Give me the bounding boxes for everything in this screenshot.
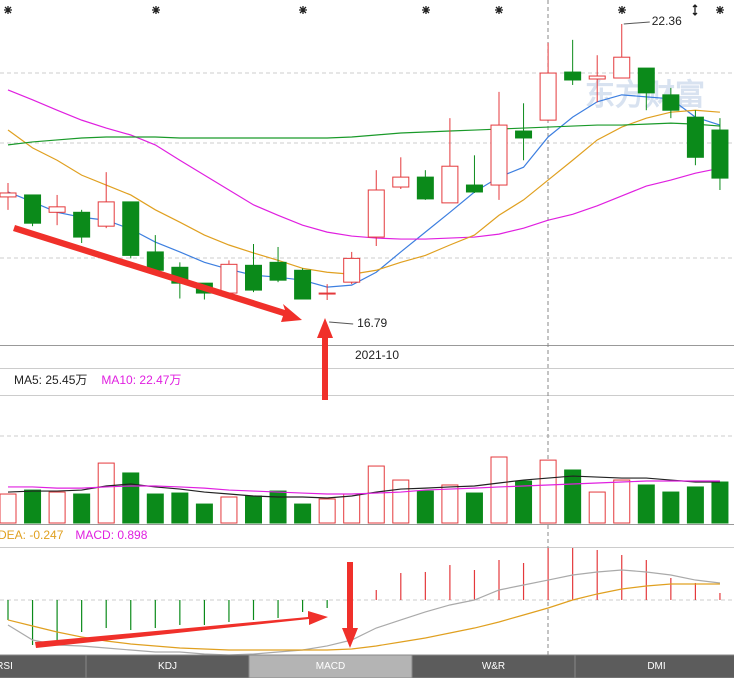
volume-bar — [613, 479, 631, 524]
tab-label[interactable]: W&R — [482, 661, 505, 672]
x-label-bg — [330, 346, 420, 368]
volume-bar — [564, 469, 582, 524]
tab-bar: RSI KDJ MACD W&R DMI — [0, 654, 734, 678]
volume-bar — [245, 495, 262, 524]
candle-body — [24, 194, 42, 224]
volume-bar — [122, 472, 140, 524]
arrow — [13, 225, 302, 322]
grid — [0, 0, 734, 655]
volume-bar — [48, 491, 66, 524]
candle-body — [686, 116, 704, 158]
candle-body — [269, 261, 287, 281]
arrow — [317, 318, 333, 400]
arrow — [342, 562, 358, 648]
volume-bar — [515, 480, 533, 524]
legend-entry: DEA: -0.247 — [0, 528, 64, 542]
volume-bar — [490, 456, 508, 524]
volume-bar — [465, 492, 483, 524]
event-markers — [4, 4, 724, 16]
candle-body — [343, 257, 361, 283]
tab-label[interactable]: RSI — [0, 661, 13, 672]
volume-bar — [416, 490, 434, 524]
candle-body — [490, 124, 508, 186]
candle-body — [318, 292, 336, 295]
volume-bar — [441, 484, 459, 524]
volume-bar — [0, 493, 17, 524]
volume-bar — [97, 462, 115, 524]
volume-bar — [73, 493, 91, 524]
x-label: 2021-10 — [355, 348, 399, 362]
ma-line — [7, 89, 721, 240]
volume-bar — [711, 481, 729, 524]
macd-line — [7, 569, 721, 656]
volume-bar — [539, 459, 557, 524]
tab[interactable] — [0, 654, 87, 678]
candle-body — [441, 165, 459, 204]
volume-bar — [294, 503, 312, 524]
volume-bar — [318, 498, 336, 524]
markers — [4, 4, 724, 16]
volume-bar — [662, 491, 680, 524]
pointer — [623, 21, 650, 25]
volume-bar — [220, 496, 238, 524]
volume-bar — [146, 493, 164, 524]
candle-body — [539, 72, 557, 121]
candle-body — [294, 269, 312, 300]
ma-line — [7, 122, 720, 146]
candle-body — [97, 201, 115, 227]
low-label: 16.79 — [357, 316, 387, 330]
volume-bar — [588, 491, 606, 524]
tab-label[interactable]: DMI — [647, 661, 665, 672]
candle-body — [416, 176, 434, 200]
pointer — [329, 321, 354, 325]
volume-bar — [367, 465, 385, 524]
candle-body — [465, 184, 483, 193]
volume-bar — [392, 479, 410, 524]
tab[interactable] — [574, 654, 734, 678]
volume-bar — [24, 489, 42, 524]
candle-body — [613, 56, 631, 79]
volume-bar — [269, 490, 287, 524]
candle-body — [662, 94, 680, 111]
volume-bar — [195, 503, 213, 524]
candle-body — [588, 75, 606, 80]
high-label: 22.36 — [652, 14, 682, 28]
candle-body — [392, 176, 410, 188]
candle-body — [0, 192, 17, 198]
trend-arrows — [13, 225, 358, 648]
macd-line — [7, 583, 720, 651]
volume-bar — [686, 486, 704, 524]
candle-body — [711, 129, 729, 179]
legend-entry: MA5: 25.45万 — [14, 373, 87, 387]
candle-body — [122, 201, 140, 256]
legend-entry: MACD: 0.898 — [75, 528, 147, 542]
candle-body — [73, 211, 91, 238]
tab-label[interactable]: KDJ — [158, 661, 177, 672]
candle-body — [220, 263, 238, 294]
candle-body — [48, 206, 66, 213]
volume-bar — [343, 493, 361, 524]
legend-entry: MA10: 22.47万 — [101, 373, 181, 387]
plots: 22.36 16.79 MA5: 25.45万 MA10: 22.47万 DEA: -0… — [0, 14, 729, 656]
candle-body — [367, 189, 385, 238]
tab-label[interactable]: MACD — [316, 661, 345, 672]
arrow — [35, 611, 328, 648]
volume-bar — [171, 492, 189, 524]
volume-ma-line — [8, 480, 720, 495]
ma-line — [7, 109, 720, 275]
candle-body — [564, 71, 582, 81]
candle-body — [515, 130, 533, 139]
candle-body — [637, 67, 655, 94]
volume-bar — [637, 484, 655, 524]
candle-body — [245, 264, 262, 291]
